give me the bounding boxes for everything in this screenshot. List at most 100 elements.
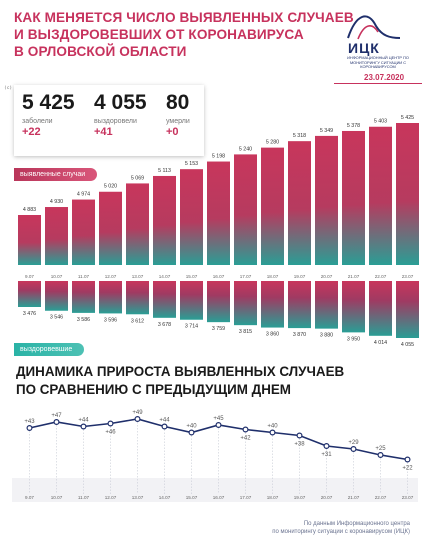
- growth-value-label: +38: [294, 442, 305, 448]
- cases-bar: [45, 207, 68, 265]
- bar-date-tick: 9.07: [25, 274, 34, 279]
- line-date-tick: 16.07: [213, 495, 225, 500]
- growth-point: [242, 426, 249, 433]
- page-title: КАК МЕНЯЕТСЯ ЧИСЛО ВЫЯВЛЕННЫХ СЛУЧАЕВ И …: [14, 9, 354, 60]
- legend-recovered: выздоровевшие: [14, 343, 85, 356]
- recovered-bar: [45, 281, 68, 311]
- cases-bar: [180, 169, 203, 265]
- recovered-bar-label: 3 546: [50, 315, 63, 321]
- cases-bar: [288, 141, 311, 265]
- stat-value: 80: [166, 91, 190, 114]
- stat-value: 5 425: [22, 91, 75, 114]
- cases-bar: [396, 123, 419, 265]
- growth-point: [80, 423, 87, 430]
- stat-delta: +0: [166, 126, 179, 138]
- cases-bar: [234, 154, 257, 265]
- growth-point: [161, 423, 168, 430]
- growth-value-label: +44: [78, 418, 89, 424]
- cases-bar: [369, 126, 392, 265]
- dynamics-title-line: ПО СРАВНЕНИЮ С ПРЕДЫДУЩИМ ДНЕМ: [16, 382, 291, 397]
- cases-bar-label: 5 349: [320, 128, 333, 134]
- recovered-bar: [261, 281, 284, 328]
- growth-point: [404, 456, 411, 463]
- bar-date-tick: 15.07: [186, 274, 198, 279]
- growth-value-label: +29: [348, 440, 359, 446]
- cases-bar: [72, 199, 95, 265]
- line-date-tick: 14.07: [159, 495, 171, 500]
- cases-bar: [18, 215, 41, 265]
- line-date-tick: 21.07: [348, 495, 360, 500]
- source-line: По данным Информационного центра: [303, 521, 410, 527]
- dynamics-title-line: ДИНАМИКА ПРИРОСТА ВЫЯВЛЕННЫХ СЛУЧАЕВ: [16, 364, 345, 379]
- recovered-bar: [207, 281, 230, 323]
- cases-bar: [126, 183, 149, 265]
- growth-value-label: +45: [213, 416, 224, 422]
- growth-point: [296, 432, 303, 439]
- cases-bar-label: 5 403: [374, 119, 387, 125]
- line-date-tick: 23.07: [402, 495, 414, 500]
- cases-bar-label: 5 113: [158, 168, 171, 174]
- recovered-bar: [72, 281, 95, 313]
- recovered-bar-label: 3 860: [266, 332, 279, 338]
- stat-value: 4 055: [94, 91, 147, 114]
- logo-subtitle: ИНФОРМАЦИОННЫЙ ЦЕНТР ПО МОНИТОРИНГУ СИТУ…: [347, 55, 409, 70]
- growth-value-label: +43: [24, 419, 35, 425]
- bar-date-tick: 16.07: [213, 274, 225, 279]
- growth-value-label: +40: [267, 424, 278, 430]
- recovered-bar-label: 3 678: [158, 322, 171, 328]
- line-date-tick: 22.07: [375, 495, 387, 500]
- growth-point: [215, 422, 222, 429]
- line-date-tick: 11.07: [78, 495, 90, 500]
- bar-date-tick: 12.07: [105, 274, 117, 279]
- stat-recovered: 4 055 выздоровели +41: [94, 91, 147, 138]
- recovered-bar: [153, 281, 176, 318]
- cases-bar-label: 5 318: [293, 133, 306, 139]
- dynamics-title: ДИНАМИКА ПРИРОСТА ВЫЯВЛЕННЫХ СЛУЧАЕВ ПО …: [16, 363, 416, 399]
- recovered-bar-label: 3 759: [212, 326, 225, 332]
- growth-value-label: +49: [132, 410, 143, 416]
- date-underline: [334, 83, 422, 84]
- bar-date-tick: 14.07: [159, 274, 171, 279]
- growth-point: [134, 416, 141, 423]
- recovered-bar-label: 3 612: [131, 318, 144, 324]
- cases-bar: [315, 135, 338, 265]
- line-date-tick: 9.07: [25, 495, 34, 500]
- title-line: И ВЫЗДОРОВЕВШИХ ОТ КОРОНАВИРУСА: [14, 27, 304, 42]
- date-axis-band: [12, 266, 418, 280]
- growth-point: [188, 429, 195, 436]
- recovered-bar-label: 3 714: [185, 324, 198, 330]
- stat-cases: 5 425 заболели +22: [22, 91, 75, 138]
- growth-value-label: +31: [321, 452, 332, 458]
- logo-mark-icon: [347, 15, 401, 40]
- growth-point: [107, 420, 114, 427]
- stat-delta: +22: [22, 126, 41, 138]
- recovered-bar: [342, 281, 365, 333]
- stat-label: заболели: [22, 118, 53, 125]
- cases-bar: [207, 161, 230, 265]
- recovered-bar-label: 3 586: [77, 317, 90, 323]
- growth-value-label: +40: [186, 424, 197, 430]
- bar-date-tick: 20.07: [321, 274, 333, 279]
- recovered-bar: [126, 281, 149, 315]
- recovered-bar-label: 3 950: [347, 336, 360, 342]
- growth-value-label: +25: [375, 446, 386, 452]
- growth-value-label: +22: [402, 466, 413, 472]
- recovered-bar-label: 3 476: [23, 311, 36, 317]
- cases-bar: [261, 147, 284, 265]
- bar-date-tick: 19.07: [294, 274, 306, 279]
- recovered-bar-label: 3 596: [104, 317, 117, 323]
- growth-value-label: +46: [105, 430, 116, 436]
- line-date-tick: 13.07: [132, 495, 144, 500]
- bar-date-tick: 18.07: [267, 274, 279, 279]
- line-date-tick: 20.07: [321, 495, 333, 500]
- cases-bar-label: 5 153: [185, 161, 198, 167]
- recovered-bar: [288, 281, 311, 329]
- recovered-bar-label: 3 880: [320, 333, 333, 339]
- recovered-bar: [396, 281, 419, 338]
- recovered-bar: [18, 281, 41, 307]
- cases-bar-label: 4 974: [77, 192, 90, 198]
- growth-point: [350, 446, 357, 453]
- recovered-bar: [99, 281, 122, 314]
- cases-bar-label: 5 425: [401, 115, 414, 121]
